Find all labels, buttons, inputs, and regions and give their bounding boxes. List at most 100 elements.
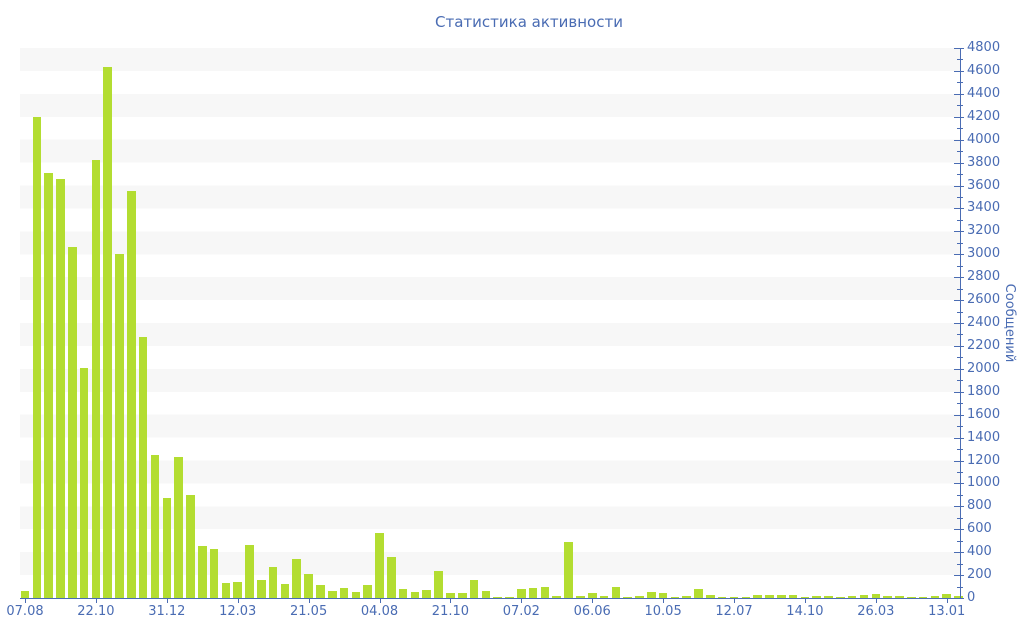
y-minor-tick [957, 380, 963, 382]
bar [410, 592, 420, 598]
bar [871, 594, 881, 598]
y-tick-label: 3000 [967, 246, 1001, 262]
y-tick-label: 3200 [967, 223, 1001, 239]
bar [32, 116, 42, 598]
y-tick-label: 0 [967, 590, 976, 606]
y-tick-label: 600 [967, 521, 992, 537]
bar [788, 594, 798, 598]
plot-area [20, 48, 963, 598]
y-tick [954, 575, 964, 577]
y-tick-label: 4400 [967, 86, 1001, 102]
y-tick-label: 200 [967, 567, 992, 583]
bar [635, 595, 644, 598]
y-tick [954, 437, 964, 439]
y-tick-label: 1600 [967, 406, 1001, 422]
y-tick [954, 254, 964, 256]
x-tick [379, 599, 381, 603]
y-tick-label: 2400 [967, 315, 1001, 331]
y-minor-tick [957, 563, 963, 565]
bar [56, 178, 65, 598]
bar [339, 587, 349, 598]
x-tick-label: 06.06 [573, 604, 611, 619]
bar [67, 247, 77, 598]
bar [327, 591, 337, 598]
y-tick [954, 277, 964, 279]
bar [103, 67, 112, 598]
y-minor-tick [957, 586, 963, 588]
y-tick-label: 2200 [967, 338, 1001, 354]
bar [150, 454, 160, 598]
x-tick-label: 07.02 [502, 604, 540, 619]
bar [587, 593, 597, 598]
x-tick-label: 21.05 [290, 604, 328, 619]
y-tick-label: 4000 [967, 131, 1001, 147]
bar [233, 581, 242, 598]
y-tick-label: 400 [967, 544, 992, 560]
bar [138, 336, 148, 598]
y-tick [954, 598, 964, 599]
y-tick-label: 2800 [967, 269, 1001, 285]
bar [599, 595, 609, 598]
y-minor-tick [957, 242, 963, 244]
bar [623, 596, 632, 598]
y-tick-label: 2600 [967, 292, 1001, 308]
bar [422, 589, 432, 598]
y-minor-tick [957, 219, 963, 221]
y-tick [954, 552, 964, 554]
bar [79, 367, 89, 598]
y-tick [954, 70, 964, 72]
bar [457, 593, 467, 598]
y-minor-tick [957, 196, 963, 198]
y-tick [954, 93, 964, 95]
x-tick [237, 599, 239, 603]
y-tick [954, 529, 964, 531]
y-minor-tick [957, 128, 963, 130]
x-tick [734, 599, 736, 603]
y-tick [954, 323, 964, 324]
y-minor-tick [957, 540, 963, 542]
y-tick-label: 1800 [967, 383, 1001, 399]
bar [20, 591, 30, 598]
y-tick [954, 483, 964, 485]
y-tick [954, 162, 964, 164]
bar [812, 595, 822, 598]
bar [741, 596, 751, 598]
y-tick [954, 231, 964, 233]
bar [847, 595, 857, 598]
chart-title: Статистика активности [435, 13, 623, 31]
bar [564, 541, 573, 598]
bar [505, 596, 514, 598]
bar [517, 588, 526, 598]
y-tick [954, 368, 964, 370]
y-tick-label: 3600 [967, 177, 1001, 193]
bar [776, 594, 786, 598]
y-minor-tick [957, 311, 963, 313]
bar [942, 594, 952, 598]
y-minor-tick [957, 151, 963, 153]
y-minor-tick [957, 288, 963, 290]
x-tick-label: 31.12 [148, 604, 186, 619]
y-tick-label: 3800 [967, 154, 1001, 170]
bar [576, 595, 585, 598]
x-tick [592, 599, 594, 603]
y-tick [954, 391, 964, 393]
x-tick [875, 599, 877, 603]
x-tick-label: 10.05 [644, 604, 682, 619]
y-minor-tick [957, 82, 963, 84]
bar [351, 592, 361, 598]
bar [954, 595, 963, 598]
bar [257, 579, 266, 598]
x-tick [95, 599, 97, 603]
bar [221, 583, 231, 598]
y-tick [954, 48, 964, 49]
x-tick [804, 599, 806, 603]
bar [44, 172, 53, 598]
bar [895, 595, 904, 598]
bar [729, 596, 739, 598]
bar [174, 457, 183, 598]
bar [658, 593, 668, 598]
bar [197, 545, 207, 598]
y-tick-label: 2000 [967, 361, 1001, 377]
x-tick-label: 14.10 [786, 604, 824, 619]
